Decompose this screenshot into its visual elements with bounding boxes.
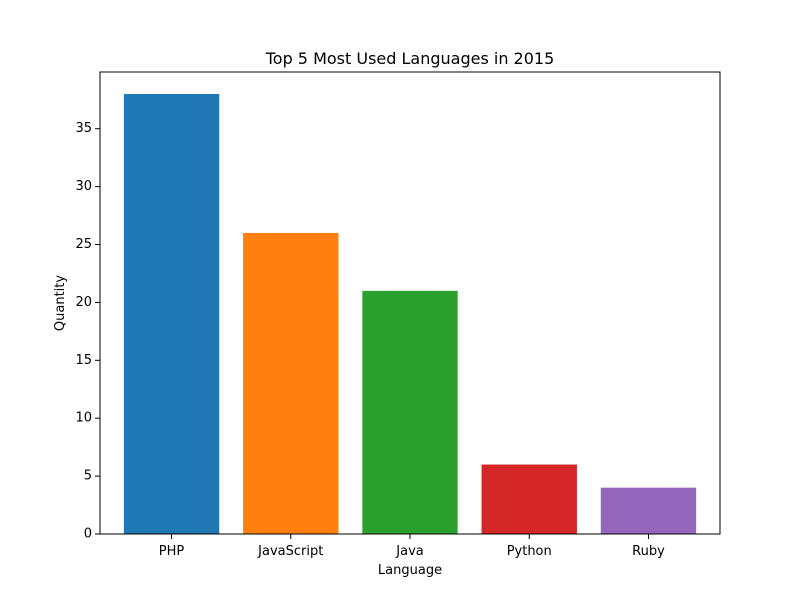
x-tick-label-ruby: Ruby <box>632 544 665 559</box>
y-axis-label: Quantity <box>53 275 68 331</box>
y-tick-label: 35 <box>75 121 92 136</box>
bar-php <box>124 94 219 534</box>
y-tick-label: 30 <box>75 179 92 194</box>
bar-python <box>482 465 577 534</box>
x-axis-label: Language <box>378 563 442 578</box>
chart-title: Top 5 Most Used Languages in 2015 <box>265 49 555 68</box>
x-tick-label-php: PHP <box>159 544 185 559</box>
bar-javascript <box>243 233 338 534</box>
y-tick-label: 10 <box>75 411 92 426</box>
y-tick-label: 20 <box>75 295 92 310</box>
y-tick-label: 5 <box>84 469 92 484</box>
y-tick-label: 15 <box>75 353 92 368</box>
y-tick-label: 25 <box>75 237 92 252</box>
bar-java <box>362 291 457 534</box>
x-tick-label-java: Java <box>395 544 423 559</box>
y-tick-label: 0 <box>84 527 92 542</box>
x-tick-label-python: Python <box>507 544 552 559</box>
bar-ruby <box>601 488 696 534</box>
x-tick-label-javascript: JavaScript <box>257 544 323 559</box>
